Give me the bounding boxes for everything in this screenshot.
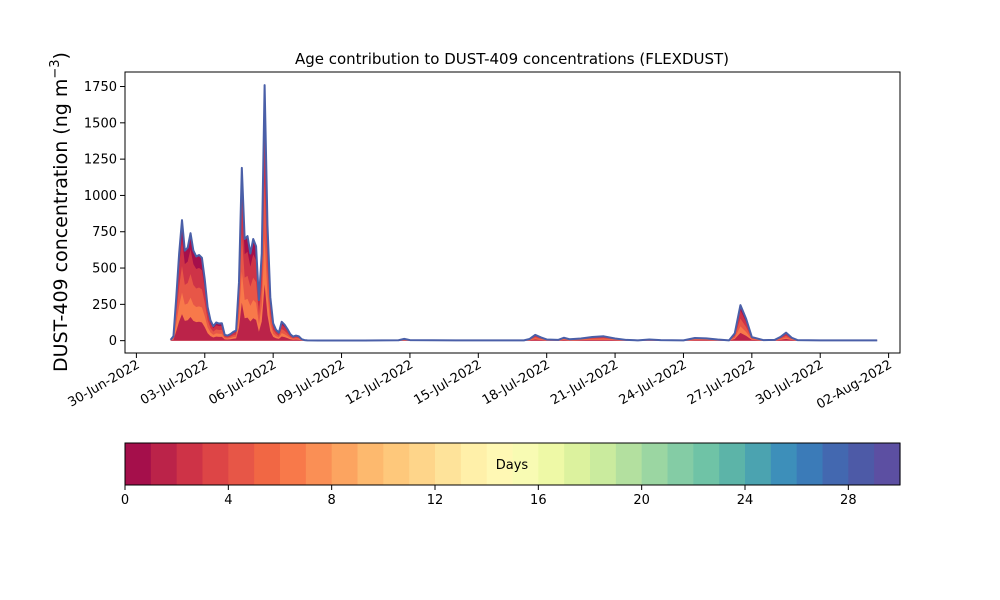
colorbar-segment xyxy=(409,443,436,485)
colorbar-tick-label: 0 xyxy=(121,493,129,508)
colorbar-segment xyxy=(512,443,539,485)
colorbar-segment xyxy=(280,443,307,485)
colorbar-segment xyxy=(125,443,152,485)
chart-title: Age contribution to DUST-409 concentrati… xyxy=(295,50,729,68)
y-tick-label: 250 xyxy=(92,298,117,313)
colorbar-tick-label: 16 xyxy=(530,493,547,508)
colorbar-segment xyxy=(538,443,565,485)
colorbar-tick-label: 8 xyxy=(328,493,336,508)
colorbar-segment xyxy=(435,443,462,485)
colorbar-segment xyxy=(590,443,617,485)
colorbar-label: Days xyxy=(496,458,529,473)
colorbar-segment xyxy=(770,443,798,485)
y-tick-label: 1750 xyxy=(84,80,117,95)
y-axis-ticks: 0 250 500 750 1000 1250 1500 1750 xyxy=(84,80,125,349)
x-tick-label: 30-Jun-2022 xyxy=(66,357,143,410)
colorbar-segment xyxy=(150,443,178,485)
plot-frame xyxy=(124,71,901,354)
colorbar-segment xyxy=(254,443,281,485)
colorbar-frame xyxy=(124,442,901,486)
total-concentration-line xyxy=(169,84,878,342)
colorbar-segment xyxy=(667,443,694,485)
age-area-layer-2 xyxy=(170,182,878,341)
y-tick-label: 1250 xyxy=(84,153,117,168)
x-tick-label: 15-Jul-2022 xyxy=(411,357,484,408)
colorbar-segment xyxy=(615,443,643,485)
x-tick-label: 02-Aug-2022 xyxy=(814,357,894,412)
colorbar-segment xyxy=(486,443,514,485)
colorbar-segment xyxy=(331,443,359,485)
colorbar-segment xyxy=(822,443,849,485)
colorbar-segment xyxy=(357,443,384,485)
colorbar-segment xyxy=(305,443,333,485)
colorbar-tick-label: 24 xyxy=(737,493,754,508)
colorbar-segment xyxy=(874,443,901,485)
colorbar-segment xyxy=(693,443,720,485)
colorbar-segment xyxy=(460,443,488,485)
colorbar-tick-label: 20 xyxy=(633,493,650,508)
colorbar-segment xyxy=(719,443,746,485)
y-axis-label-close: ) xyxy=(50,52,72,59)
x-tick-label: 09-Jul-2022 xyxy=(275,357,348,408)
colorbar-ticks: 0 4 8 12 16 20 24 28 xyxy=(121,485,857,508)
colorbar-segment xyxy=(176,443,204,485)
y-tick-label: 1000 xyxy=(84,189,117,204)
x-tick-label: 18-Jul-2022 xyxy=(480,357,553,408)
x-tick-label: 27-Jul-2022 xyxy=(685,357,758,408)
age-area-layer-3 xyxy=(170,238,878,341)
colorbar-segment xyxy=(641,443,669,485)
colorbar-segment xyxy=(796,443,824,485)
age-contribution-areas xyxy=(170,85,878,341)
y-tick-label: 1500 xyxy=(84,116,117,131)
y-axis-label: DUST-409 concentration (ng m−3) xyxy=(48,52,72,372)
colorbar-segment xyxy=(202,443,229,485)
age-area-layer-4 xyxy=(170,284,878,341)
colorbar-tick-label: 28 xyxy=(840,493,857,508)
colorbar-segment xyxy=(383,443,410,485)
age-area-layer-0 xyxy=(170,85,878,341)
x-tick-label: 21-Jul-2022 xyxy=(548,357,621,408)
colorbar-tick-label: 4 xyxy=(224,493,232,508)
y-tick-label: 500 xyxy=(92,262,117,277)
x-tick-label: 06-Jul-2022 xyxy=(206,357,279,408)
colorbar xyxy=(125,443,901,485)
y-tick-label: 0 xyxy=(109,334,117,349)
age-area-layer-1 xyxy=(170,123,878,341)
colorbar-segment xyxy=(564,443,591,485)
colorbar-segment xyxy=(848,443,875,485)
colorbar-segment xyxy=(745,443,772,485)
colorbar-tick-label: 12 xyxy=(427,493,444,508)
x-tick-label: 24-Jul-2022 xyxy=(617,357,690,408)
x-tick-label: 03-Jul-2022 xyxy=(138,357,211,408)
colorbar-segment xyxy=(228,443,255,485)
y-axis-label-exponent: −3 xyxy=(48,59,63,78)
x-axis-ticks: 30-Jun-202203-Jul-202206-Jul-202209-Jul-… xyxy=(66,353,895,413)
x-tick-label: 12-Jul-2022 xyxy=(343,357,416,408)
y-tick-label: 750 xyxy=(92,225,117,240)
